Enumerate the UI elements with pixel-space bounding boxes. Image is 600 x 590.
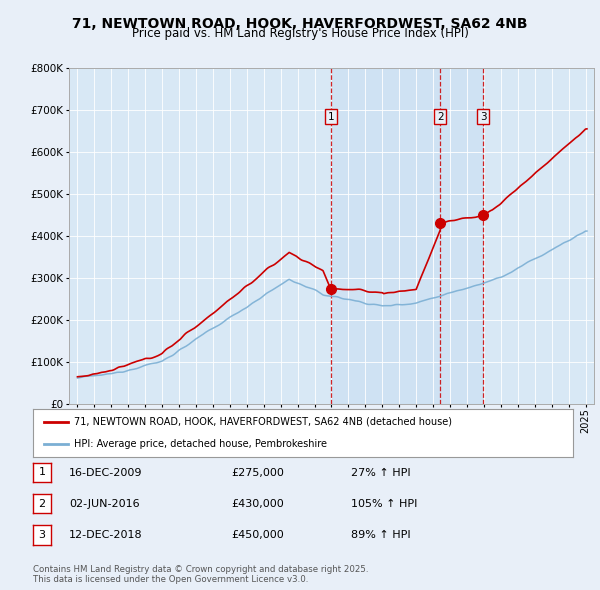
Text: 3: 3 — [38, 530, 46, 540]
Text: 1: 1 — [328, 112, 334, 122]
Text: 27% ↑ HPI: 27% ↑ HPI — [351, 468, 410, 477]
Text: 2: 2 — [38, 499, 46, 509]
Text: 3: 3 — [480, 112, 487, 122]
Text: £275,000: £275,000 — [231, 468, 284, 477]
Text: 16-DEC-2009: 16-DEC-2009 — [69, 468, 143, 477]
Text: 12-DEC-2018: 12-DEC-2018 — [69, 530, 143, 540]
Text: 89% ↑ HPI: 89% ↑ HPI — [351, 530, 410, 540]
Text: 71, NEWTOWN ROAD, HOOK, HAVERFORDWEST, SA62 4NB: 71, NEWTOWN ROAD, HOOK, HAVERFORDWEST, S… — [72, 17, 528, 31]
Text: £450,000: £450,000 — [231, 530, 284, 540]
Text: 1: 1 — [38, 467, 46, 477]
Text: 02-JUN-2016: 02-JUN-2016 — [69, 499, 140, 509]
Text: HPI: Average price, detached house, Pembrokeshire: HPI: Average price, detached house, Pemb… — [74, 439, 326, 449]
Text: 2: 2 — [437, 112, 443, 122]
Text: £430,000: £430,000 — [231, 499, 284, 509]
Text: 105% ↑ HPI: 105% ↑ HPI — [351, 499, 418, 509]
Bar — [331, 68, 483, 404]
Text: 71, NEWTOWN ROAD, HOOK, HAVERFORDWEST, SA62 4NB (detached house): 71, NEWTOWN ROAD, HOOK, HAVERFORDWEST, S… — [74, 417, 452, 427]
Text: Price paid vs. HM Land Registry's House Price Index (HPI): Price paid vs. HM Land Registry's House … — [131, 27, 469, 40]
Text: Contains HM Land Registry data © Crown copyright and database right 2025.
This d: Contains HM Land Registry data © Crown c… — [33, 565, 368, 584]
